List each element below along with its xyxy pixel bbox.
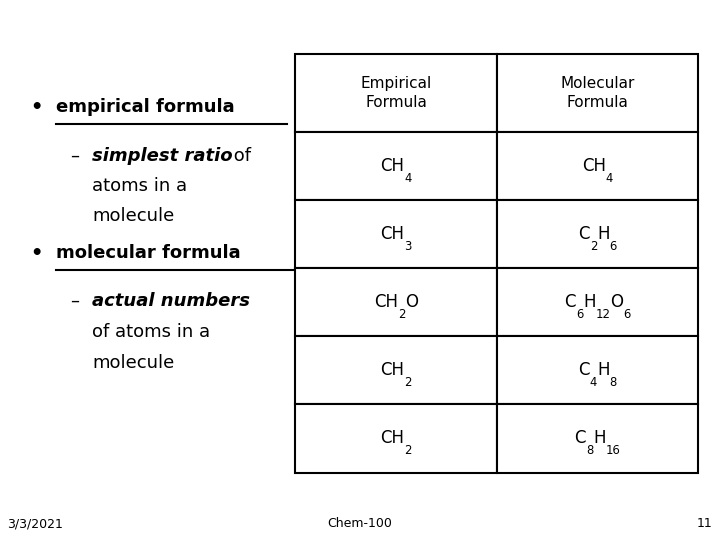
Text: molecular formula: molecular formula [56, 244, 240, 262]
Text: C: C [564, 293, 576, 312]
Text: CH: CH [380, 361, 405, 380]
Text: O: O [611, 293, 624, 312]
Text: 3: 3 [405, 240, 412, 253]
Text: H: H [597, 361, 610, 380]
Text: CH: CH [374, 293, 398, 312]
Text: C: C [578, 225, 590, 244]
Bar [497, 54, 698, 132]
Text: H: H [597, 225, 610, 244]
Text: Chem-100: Chem-100 [328, 517, 392, 530]
Text: C: C [578, 361, 590, 380]
Text: O: O [405, 293, 418, 312]
Text: 4: 4 [606, 172, 613, 185]
Text: 16: 16 [606, 444, 621, 457]
Text: H: H [593, 429, 606, 448]
Text: molecule: molecule [92, 354, 174, 372]
Text: CH: CH [380, 157, 405, 176]
Text: 8: 8 [586, 444, 593, 457]
Text: •: • [30, 244, 42, 263]
Text: 2: 2 [405, 376, 412, 389]
Text: 4: 4 [590, 376, 597, 389]
Text: Empirical
Formula: Empirical Formula [361, 76, 431, 110]
Text: Molecular
Formula: Molecular Formula [560, 76, 635, 110]
Text: atoms in a: atoms in a [92, 177, 187, 195]
Bar [497, 132, 698, 200]
Text: 6: 6 [576, 308, 583, 321]
Bar [497, 268, 698, 336]
Bar [295, 200, 497, 268]
Text: 6: 6 [610, 240, 617, 253]
Bar [295, 268, 497, 336]
Bar [295, 54, 497, 132]
Text: 6: 6 [624, 308, 631, 321]
Text: 3/3/2021: 3/3/2021 [7, 517, 63, 530]
Text: simplest ratio: simplest ratio [92, 147, 233, 165]
Text: 2: 2 [405, 444, 412, 457]
Text: actual numbers: actual numbers [92, 292, 250, 309]
Text: 2: 2 [590, 240, 597, 253]
Text: 12: 12 [595, 308, 611, 321]
Text: 8: 8 [610, 376, 617, 389]
Text: of atoms in a: of atoms in a [92, 323, 210, 341]
Text: 11: 11 [697, 517, 713, 530]
Text: CH: CH [582, 157, 606, 176]
Text: 4: 4 [405, 172, 412, 185]
Bar [497, 336, 698, 404]
Text: 2: 2 [398, 308, 405, 321]
Text: CH: CH [380, 225, 405, 244]
Text: H: H [583, 293, 595, 312]
Text: molecule: molecule [92, 207, 174, 225]
Text: –: – [71, 147, 79, 165]
Bar [295, 404, 497, 472]
Text: CH: CH [380, 429, 405, 448]
Bar [497, 200, 698, 268]
Bar [295, 336, 497, 404]
Text: C: C [575, 429, 586, 448]
Bar [295, 132, 497, 200]
Text: –: – [71, 292, 79, 309]
Text: empirical formula: empirical formula [56, 98, 235, 116]
Text: of: of [228, 147, 251, 165]
Text: •: • [30, 98, 42, 117]
Bar [497, 404, 698, 472]
